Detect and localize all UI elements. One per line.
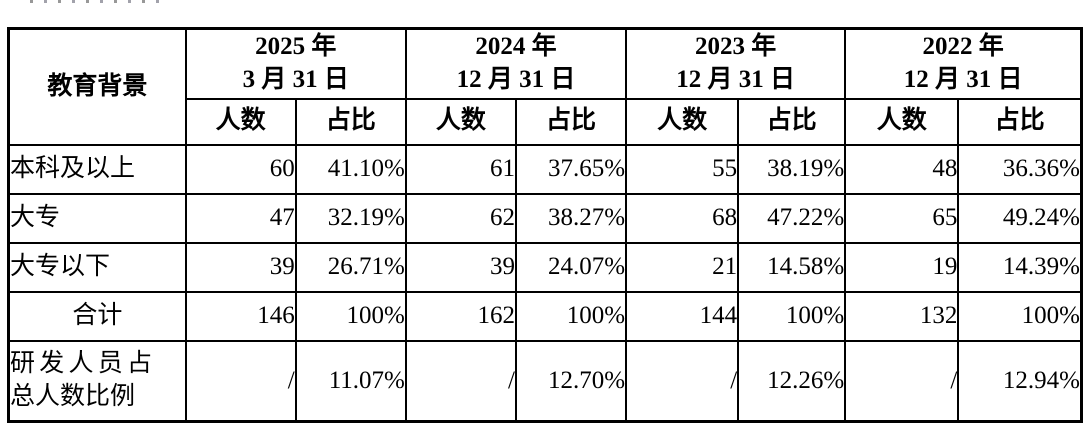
period-line2: 12 月 31 日 <box>676 65 796 93</box>
data-cell: 11.07% <box>294 339 407 423</box>
period-line1: 2025 年 <box>255 33 337 61</box>
data-cell: 21 <box>625 241 740 293</box>
data-cell: 12.26% <box>737 339 847 423</box>
data-cell: 68 <box>625 192 740 244</box>
data-cell: / <box>404 339 517 423</box>
data-cell: 146 <box>184 290 297 342</box>
table-row: 本科及以上 60 41.10% 61 37.65% 55 38.19% 48 3… <box>7 143 1083 195</box>
data-cell: 24.07% <box>514 241 628 293</box>
period-header-cell: 2025 年 3 月 31 日 <box>184 27 407 100</box>
data-cell: 14.39% <box>957 241 1083 293</box>
data-cell: / <box>184 339 297 423</box>
corner-header-cell: 教育背景 <box>7 27 187 146</box>
row-label-cell: 合计 <box>7 290 187 342</box>
period-line1: 2022 年 <box>922 33 1004 61</box>
data-cell: 60 <box>184 143 297 195</box>
period-line2: 12 月 31 日 <box>456 65 576 93</box>
table-row-total: 合计 146 100% 162 100% 144 100% 132 100% <box>7 290 1083 342</box>
clipped-text-remnant <box>30 0 168 3</box>
data-cell: 14.58% <box>737 241 847 293</box>
period-header-cell: 2024 年 12 月 31 日 <box>404 27 628 100</box>
data-cell: / <box>625 339 740 423</box>
subheader-cell-zhanbi: 占比 <box>294 97 407 146</box>
table-row-rd-ratio: 研发人员占总人数比例 / 11.07% / 12.70% / 12.26% / … <box>7 339 1083 423</box>
row-label-cell: 大专以下 <box>7 241 187 293</box>
subheader-cell-zhanbi: 占比 <box>514 97 628 146</box>
period-line2: 12 月 31 日 <box>903 65 1023 93</box>
education-background-table: 教育背景 2025 年 3 月 31 日 2024 年 12 月 31 日 20… <box>7 27 1083 423</box>
row-label-cell: 本科及以上 <box>7 143 187 195</box>
subheader-cell-renshu: 人数 <box>844 97 960 146</box>
data-cell: 19 <box>844 241 960 293</box>
data-cell: 26.71% <box>294 241 407 293</box>
table-header-row-periods: 教育背景 2025 年 3 月 31 日 2024 年 12 月 31 日 20… <box>7 27 1083 146</box>
data-cell: 100% <box>737 290 847 342</box>
data-cell: 100% <box>514 290 628 342</box>
table-header-row-metrics: 人数 占比 人数 占比 人数 占比 人数 占比 <box>9 97 1083 146</box>
period-header-cell: 2022 年 12 月 31 日 <box>844 27 1083 100</box>
period-line1: 2024 年 <box>475 33 557 61</box>
data-cell: 12.94% <box>957 339 1083 423</box>
data-cell: 55 <box>625 143 740 195</box>
data-cell: 37.65% <box>514 143 628 195</box>
data-cell: 38.27% <box>514 192 628 244</box>
data-cell: 62 <box>404 192 517 244</box>
data-cell: 61 <box>404 143 517 195</box>
table-row: 大专 47 32.19% 62 38.27% 68 47.22% 65 49.2… <box>7 192 1083 244</box>
data-cell: 36.36% <box>957 143 1083 195</box>
data-cell: 47 <box>184 192 297 244</box>
table-row: 大专以下 39 26.71% 39 24.07% 21 14.58% 19 14… <box>7 241 1083 293</box>
row-label-cell: 大专 <box>7 192 187 244</box>
data-cell: 49.24% <box>957 192 1083 244</box>
subheader-cell-zhanbi: 占比 <box>957 97 1083 146</box>
subheader-cell-renshu: 人数 <box>625 97 740 146</box>
period-line1: 2023 年 <box>695 33 777 61</box>
data-cell: 100% <box>957 290 1083 342</box>
period-header-cell: 2023 年 12 月 31 日 <box>625 27 847 100</box>
data-cell: 12.70% <box>514 339 628 423</box>
data-cell: 39 <box>184 241 297 293</box>
data-cell: 47.22% <box>737 192 847 244</box>
data-cell: 48 <box>844 143 960 195</box>
data-cell: 38.19% <box>737 143 847 195</box>
data-cell: 41.10% <box>294 143 407 195</box>
data-cell: 100% <box>294 290 407 342</box>
subheader-cell-zhanbi: 占比 <box>737 97 847 146</box>
row-label-text: 研发人员占总人数比例 <box>10 350 152 410</box>
data-cell: / <box>844 339 960 423</box>
data-cell: 39 <box>404 241 517 293</box>
row-label-cell: 研发人员占总人数比例 <box>7 339 187 423</box>
data-cell: 32.19% <box>294 192 407 244</box>
subheader-cell-renshu: 人数 <box>404 97 517 146</box>
data-cell: 144 <box>625 290 740 342</box>
data-cell: 65 <box>844 192 960 244</box>
data-cell: 132 <box>844 290 960 342</box>
period-line2: 3 月 31 日 <box>242 65 349 93</box>
data-cell: 162 <box>404 290 517 342</box>
subheader-cell-renshu: 人数 <box>184 97 297 146</box>
